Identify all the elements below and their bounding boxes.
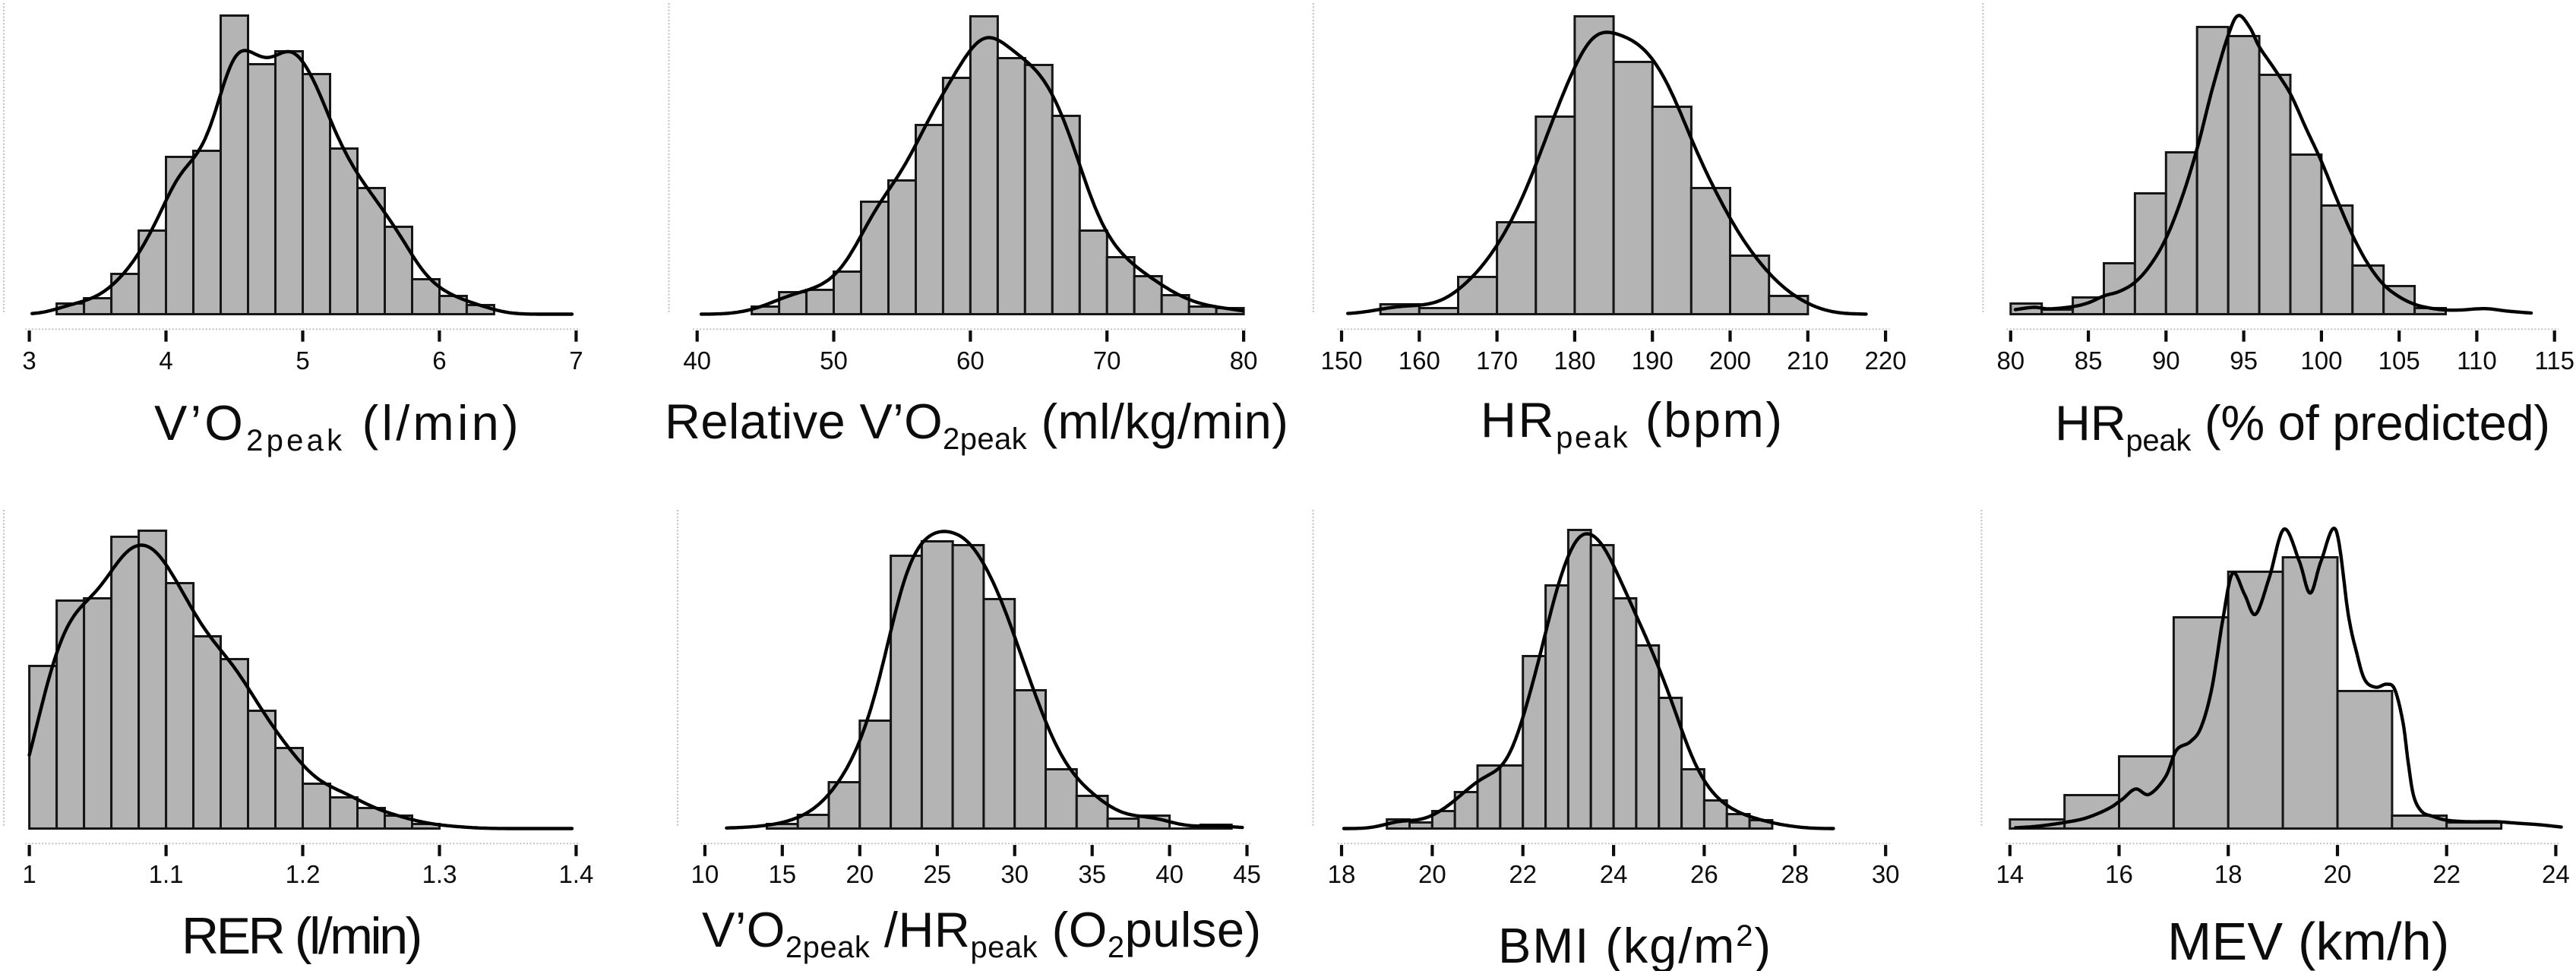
svg-text:HRpeak (% of predicted): HRpeak (% of predicted) [2055, 395, 2550, 457]
svg-text:80: 80 [1230, 346, 1258, 375]
svg-text:210: 210 [1787, 346, 1828, 375]
svg-text:1: 1 [22, 860, 36, 888]
svg-text:V’O2peak (l/min): V’O2peak (l/min) [154, 395, 522, 457]
svg-text:50: 50 [820, 346, 848, 375]
svg-text:170: 170 [1476, 346, 1518, 375]
svg-text:16: 16 [2105, 860, 2133, 888]
svg-text:1.4: 1.4 [558, 860, 593, 888]
svg-text:40: 40 [683, 346, 711, 375]
svg-text:14: 14 [1996, 860, 2024, 888]
svg-text:24: 24 [1600, 860, 1628, 888]
svg-text:22: 22 [2432, 860, 2461, 888]
svg-text:26: 26 [1690, 860, 1718, 888]
svg-text:100: 100 [2300, 346, 2342, 375]
svg-text:24: 24 [2542, 860, 2570, 888]
svg-text:160: 160 [1399, 346, 1440, 375]
svg-text:30: 30 [1872, 860, 1900, 888]
svg-text:180: 180 [1554, 346, 1595, 375]
svg-text:RER (l/min): RER (l/min) [182, 907, 420, 965]
svg-text:25: 25 [923, 860, 951, 888]
svg-text:1.2: 1.2 [286, 860, 321, 888]
svg-text:90: 90 [2152, 346, 2180, 375]
svg-text:HRpeak (bpm): HRpeak (bpm) [1481, 392, 1784, 454]
svg-text:22: 22 [1509, 860, 1537, 888]
svg-text:3: 3 [22, 346, 36, 375]
svg-text:60: 60 [956, 346, 985, 375]
svg-text:1.3: 1.3 [422, 860, 457, 888]
svg-text:15: 15 [768, 860, 796, 888]
svg-text:7: 7 [569, 346, 583, 375]
svg-text:4: 4 [159, 346, 172, 375]
svg-text:5: 5 [296, 346, 309, 375]
svg-text:35: 35 [1078, 860, 1106, 888]
svg-text:105: 105 [2378, 346, 2420, 375]
svg-text:6: 6 [432, 346, 446, 375]
svg-text:BMI (kg/m2): BMI (kg/m2) [1498, 918, 1772, 971]
svg-text:30: 30 [1000, 860, 1029, 888]
svg-text:80: 80 [1996, 346, 2024, 375]
svg-text:18: 18 [2214, 860, 2243, 888]
svg-text:70: 70 [1093, 346, 1121, 375]
svg-text:28: 28 [1781, 860, 1809, 888]
svg-text:95: 95 [2230, 346, 2258, 375]
svg-text:115: 115 [2534, 346, 2574, 375]
svg-text:18: 18 [1328, 860, 1356, 888]
svg-text:85: 85 [2075, 346, 2103, 375]
svg-text:20: 20 [845, 860, 874, 888]
svg-text:1.1: 1.1 [149, 860, 184, 888]
svg-text:MEV (km/h): MEV (km/h) [2167, 912, 2449, 971]
svg-text:45: 45 [1233, 860, 1261, 888]
svg-text:20: 20 [2324, 860, 2352, 888]
svg-text:200: 200 [1709, 346, 1751, 375]
svg-text:10: 10 [691, 860, 719, 888]
svg-text:150: 150 [1320, 346, 1362, 375]
svg-text:Relative V’O2peak (ml/kg/min): Relative V’O2peak (ml/kg/min) [665, 394, 1288, 456]
svg-text:20: 20 [1418, 860, 1446, 888]
svg-text:110: 110 [2457, 346, 2497, 375]
svg-text:40: 40 [1155, 860, 1184, 888]
svg-text:V’O2peak /HRpeak (O2pulse): V’O2peak /HRpeak (O2pulse) [702, 902, 1262, 964]
svg-text:190: 190 [1632, 346, 1674, 375]
svg-text:220: 220 [1865, 346, 1907, 375]
